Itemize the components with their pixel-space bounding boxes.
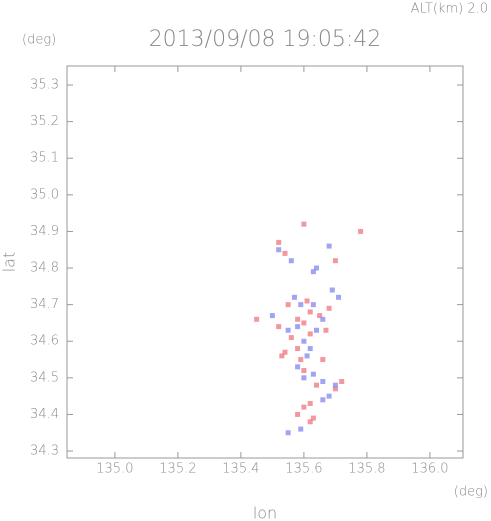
x-tick-label: 135.0 <box>96 462 133 477</box>
x-tick-label: 135.6 <box>285 462 322 477</box>
data-point <box>282 349 288 355</box>
data-point <box>282 250 288 256</box>
y-tick-label: 35.1 <box>30 151 59 166</box>
data-point <box>307 400 313 406</box>
data-point <box>295 324 301 330</box>
data-point <box>295 364 301 370</box>
data-point <box>295 316 301 322</box>
y-unit: (deg) <box>22 33 56 48</box>
data-point <box>329 287 335 293</box>
data-point <box>310 415 316 421</box>
data-point <box>301 221 307 227</box>
data-point <box>301 338 307 344</box>
y-tick-label: 34.6 <box>30 334 59 349</box>
data-point <box>276 324 282 330</box>
data-point <box>298 302 304 308</box>
x-tick-label: 136.0 <box>411 462 448 477</box>
data-point <box>301 404 307 410</box>
y-tick-label: 35.2 <box>30 114 59 129</box>
data-point <box>288 335 294 341</box>
data-point <box>254 316 260 322</box>
x-unit: (deg) <box>454 485 488 500</box>
data-point <box>307 419 313 425</box>
data-point <box>320 316 326 322</box>
data-point <box>285 302 291 308</box>
data-point <box>298 426 304 432</box>
data-point <box>339 379 345 385</box>
data-point <box>332 386 338 392</box>
y-tick-label: 34.8 <box>30 261 59 276</box>
data-point <box>317 313 323 319</box>
data-point <box>279 353 285 359</box>
data-point <box>298 357 304 363</box>
data-point <box>310 269 316 275</box>
data-point <box>307 331 313 337</box>
data-point <box>310 302 316 308</box>
data-point <box>320 379 326 385</box>
annotation: ALT(km) 2.0 <box>411 2 488 17</box>
data-point <box>301 375 307 381</box>
x-axis-label: lon <box>253 504 277 521</box>
data-point <box>295 411 301 417</box>
data-point <box>320 357 326 363</box>
y-tick-label: 34.5 <box>30 370 59 385</box>
y-tick-label: 35.0 <box>30 187 59 202</box>
data-point <box>326 305 332 311</box>
data-point <box>301 320 307 326</box>
data-point <box>304 298 310 304</box>
y-tick-label: 34.4 <box>30 407 59 422</box>
data-point <box>285 327 291 333</box>
data-point <box>304 353 310 359</box>
y-tick-label: 35.3 <box>30 78 59 93</box>
data-point <box>332 382 338 388</box>
data-point <box>307 346 313 352</box>
data-point <box>301 368 307 374</box>
data-point <box>323 327 329 333</box>
x-tick-label: 135.8 <box>348 462 385 477</box>
data-point <box>358 228 364 234</box>
data-point <box>285 430 291 436</box>
data-point <box>288 258 294 264</box>
data-point <box>276 239 282 245</box>
data-point <box>320 397 326 403</box>
x-tick-label: 135.4 <box>222 462 259 477</box>
chart-title: 2013/09/08 19:05:42 <box>149 27 382 52</box>
plot-frame <box>66 65 464 459</box>
data-point <box>307 309 313 315</box>
data-point <box>295 346 301 352</box>
data-point <box>269 313 275 319</box>
data-point <box>310 371 316 377</box>
data-point <box>314 265 320 271</box>
data-point <box>326 393 332 399</box>
x-tick-label: 135.2 <box>159 462 196 477</box>
y-axis-label: lat <box>0 252 19 273</box>
data-point <box>314 382 320 388</box>
data-point <box>314 327 320 333</box>
data-point <box>326 243 332 249</box>
data-point <box>276 247 282 253</box>
y-tick-label: 34.3 <box>30 444 59 459</box>
y-tick-label: 34.7 <box>30 297 59 312</box>
data-point <box>291 294 297 300</box>
y-tick-label: 34.9 <box>30 224 59 239</box>
data-point <box>332 258 338 264</box>
data-point <box>336 294 342 300</box>
